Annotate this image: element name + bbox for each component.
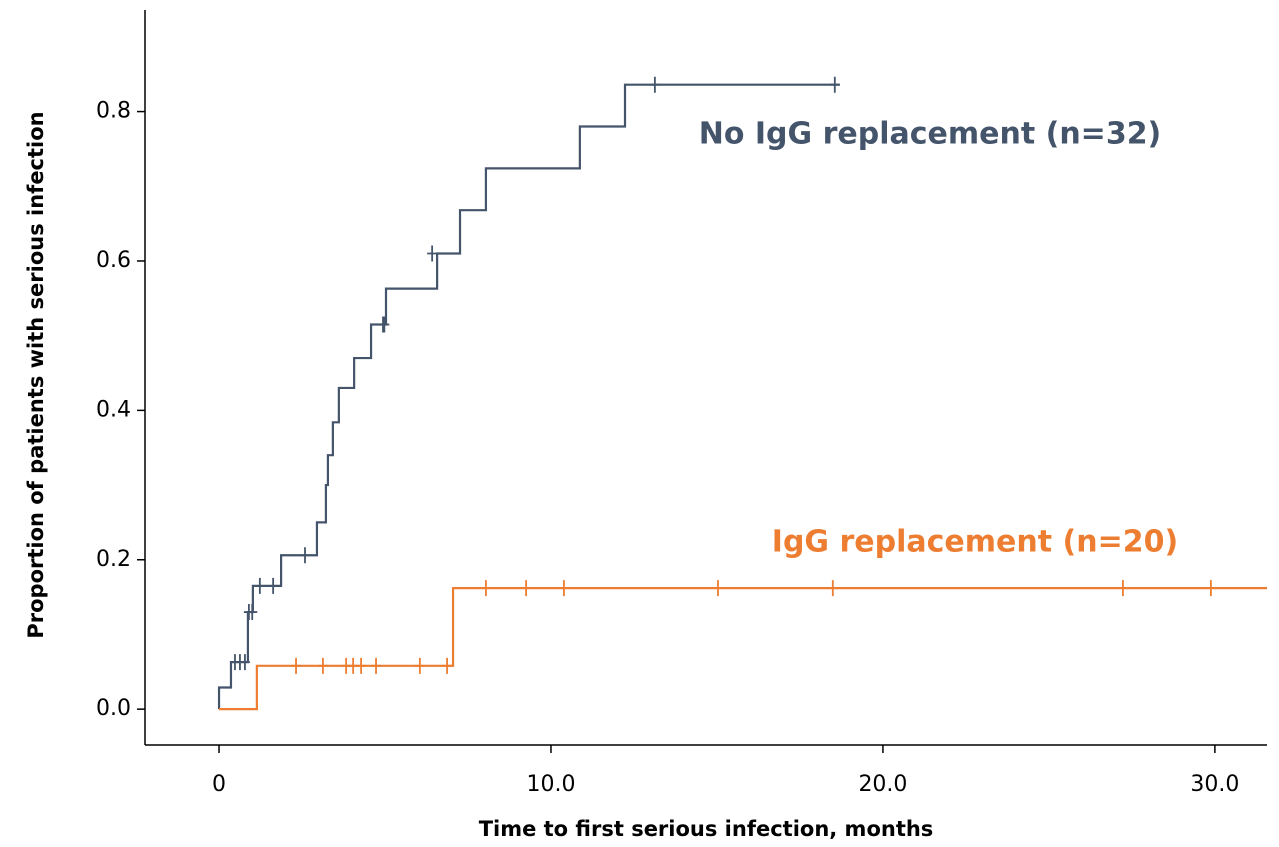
censor-mark bbox=[291, 657, 302, 674]
x-tick-label: 20.0 bbox=[858, 772, 907, 797]
censor-mark bbox=[300, 547, 311, 564]
y-tick-label: 0.6 bbox=[96, 248, 131, 273]
series-label: IgG replacement (n=20) bbox=[772, 525, 1178, 560]
x-tick-label: 10.0 bbox=[526, 772, 575, 797]
censor-mark bbox=[1117, 580, 1128, 597]
censor-mark bbox=[521, 580, 532, 597]
censor-mark bbox=[268, 577, 279, 594]
censor-mark bbox=[317, 657, 328, 674]
y-tick-label: 0.0 bbox=[96, 696, 131, 721]
y-tick-label: 0.2 bbox=[96, 547, 131, 572]
censor-mark bbox=[829, 76, 840, 93]
censor-mark bbox=[239, 654, 250, 671]
censor-mark bbox=[247, 604, 258, 621]
censor-mark bbox=[480, 580, 491, 597]
step-line bbox=[219, 587, 1267, 711]
censor-mark bbox=[649, 76, 660, 93]
series-label: No IgG replacement (n=32) bbox=[699, 117, 1162, 152]
y-axis-title: Proportion of patients with serious infe… bbox=[24, 111, 48, 638]
censor-mark bbox=[427, 245, 438, 262]
censor-mark bbox=[442, 657, 453, 674]
censor-mark bbox=[1205, 580, 1216, 597]
censor-mark bbox=[356, 657, 367, 674]
y-tick-label: 0.4 bbox=[96, 397, 131, 422]
x-axis-title: Time to first serious infection, months bbox=[479, 817, 934, 841]
censor-mark bbox=[371, 657, 382, 674]
step-line bbox=[217, 83, 840, 710]
censor-mark bbox=[827, 580, 838, 597]
x-tick-label: 0 bbox=[212, 772, 226, 797]
censor-mark bbox=[712, 580, 723, 597]
censor-mark bbox=[414, 657, 425, 674]
y-tick-label: 0.8 bbox=[96, 99, 131, 124]
censor-mark bbox=[558, 580, 569, 597]
x-tick-label: 30.0 bbox=[1190, 772, 1239, 797]
censor-mark bbox=[254, 577, 265, 594]
censor-mark bbox=[379, 316, 390, 333]
